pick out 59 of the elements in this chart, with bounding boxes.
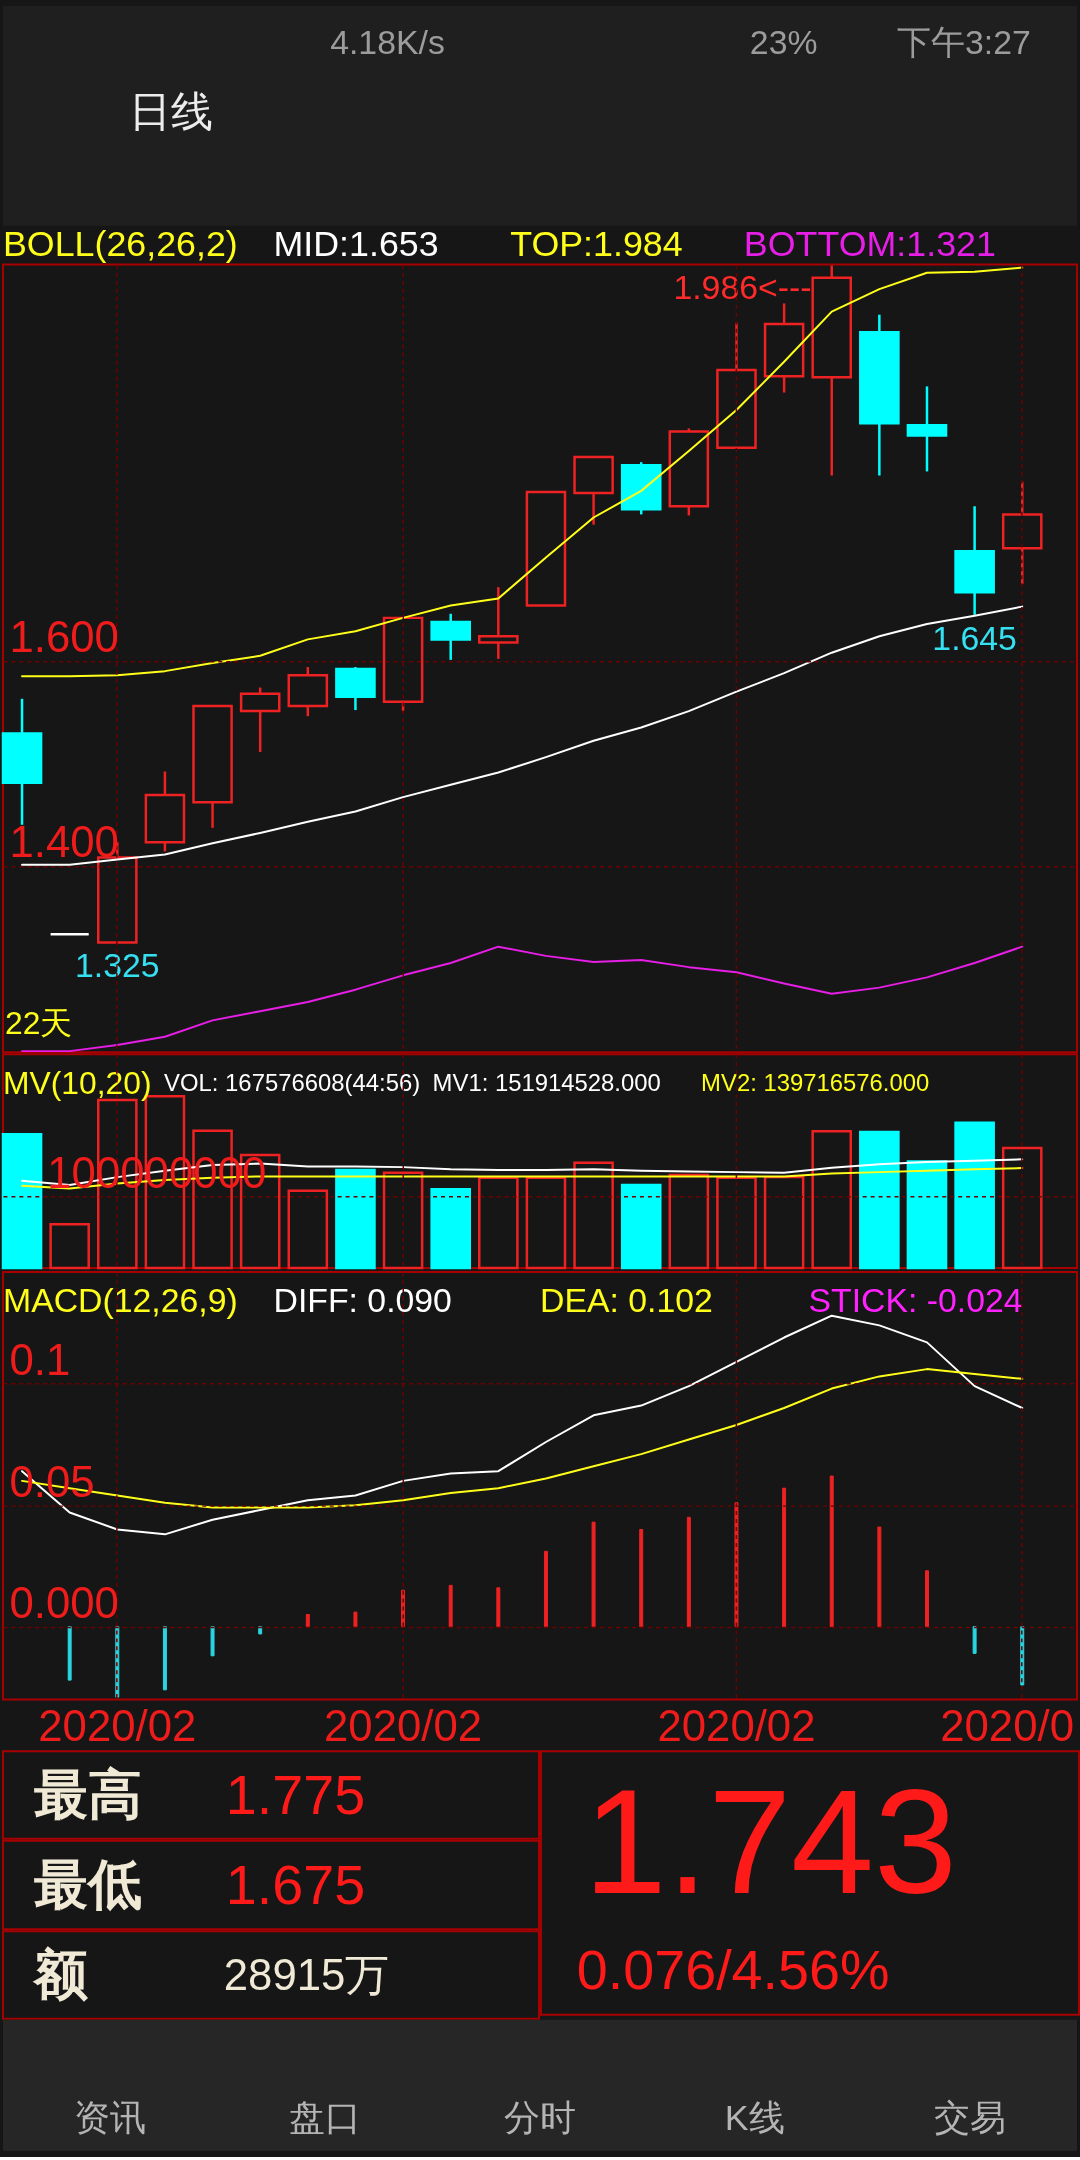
text: 23% xyxy=(749,22,818,61)
annotation: 22天 xyxy=(4,1005,73,1042)
x-tick-label: 2020/02 xyxy=(323,1700,483,1750)
bar xyxy=(382,1171,424,1270)
bar xyxy=(668,1173,710,1270)
annotation: VOL: 167576608(44:56) xyxy=(164,1068,421,1096)
chart-title: MV(10,20) xyxy=(2,1064,152,1101)
text: 盘口 xyxy=(289,2098,362,2139)
bar xyxy=(287,1189,329,1270)
bar xyxy=(335,1168,376,1270)
annotation: STICK: -0.024 xyxy=(808,1280,1023,1319)
text: 0.076/4.56% xyxy=(576,1938,890,2001)
annotation: 1.325 xyxy=(75,946,160,985)
text: 1.775 xyxy=(225,1763,366,1826)
bar xyxy=(763,1175,805,1270)
annotation: 1.986<--- xyxy=(673,268,812,307)
text: K线 xyxy=(724,2098,785,2139)
text: 额 xyxy=(31,1943,88,2004)
text: DEA: 0.102 xyxy=(540,1280,713,1319)
y-tick-label: 0.000 xyxy=(9,1578,119,1628)
bar xyxy=(49,1223,90,1270)
bar xyxy=(811,1130,853,1270)
annotation: 1.645 xyxy=(932,618,1017,657)
text: 4.18K/s xyxy=(330,22,445,61)
text: 1.675 xyxy=(225,1853,366,1916)
text: 交易 xyxy=(933,2098,1006,2139)
y-tick-label: 1.400 xyxy=(9,817,119,867)
chart-title: BOLL(26,26,2) xyxy=(2,223,238,264)
text: 最低 xyxy=(33,1853,142,1914)
x-tick-label: 2020/02 xyxy=(657,1700,816,1750)
text: TOP:1.984 xyxy=(510,223,683,264)
bar xyxy=(620,1183,662,1270)
y-tick-label: 1.600 xyxy=(9,612,119,662)
y-tick-label: 0.1 xyxy=(9,1335,71,1385)
bar xyxy=(716,1176,757,1270)
text: 下午3:27 xyxy=(897,22,1031,61)
text: BOTTOM:1.321 xyxy=(743,223,996,264)
bar xyxy=(525,1176,567,1270)
text: MV1: 151914528.000 xyxy=(432,1068,661,1096)
bar xyxy=(430,1188,471,1270)
text: 日线 xyxy=(129,88,214,136)
bar xyxy=(1001,1146,1043,1270)
text: MV2: 139716576.000 xyxy=(701,1068,930,1096)
text: 分时 xyxy=(504,2098,576,2139)
bar xyxy=(954,1121,995,1270)
text: 资讯 xyxy=(74,2098,147,2139)
text: MID:1.653 xyxy=(273,223,439,264)
text: 28915万 xyxy=(223,1949,390,1999)
text: DIFF: 0.090 xyxy=(273,1280,452,1319)
text: 最高 xyxy=(33,1763,142,1824)
x-tick-label: 2020/0 xyxy=(940,1700,1075,1750)
chart-title: MACD(12,26,9) xyxy=(2,1280,238,1319)
x-tick-label: 2020/02 xyxy=(38,1700,197,1750)
bar xyxy=(906,1160,948,1270)
bar xyxy=(478,1176,519,1270)
bar xyxy=(573,1161,614,1270)
bar xyxy=(1,1132,43,1270)
bar xyxy=(859,1130,900,1270)
text: 1.743 xyxy=(583,1758,958,1926)
